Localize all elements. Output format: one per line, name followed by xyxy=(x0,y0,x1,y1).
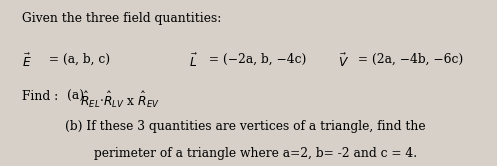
Text: perimeter of a triangle where a=2, b= -2 and c = 4.: perimeter of a triangle where a=2, b= -2… xyxy=(94,147,417,160)
Text: = (−2a, b, −4c): = (−2a, b, −4c) xyxy=(205,53,307,66)
Text: $\vec{L}$: $\vec{L}$ xyxy=(189,53,198,70)
Text: = (a, b, c): = (a, b, c) xyxy=(45,53,110,66)
Text: (a): (a) xyxy=(67,90,88,103)
Text: $\vec{E}$: $\vec{E}$ xyxy=(22,53,32,70)
Text: $\hat{R}_{EL}$·$\hat{R}_{LV}$ x $\hat{R}_{EV}$: $\hat{R}_{EL}$·$\hat{R}_{LV}$ x $\hat{R}… xyxy=(80,90,159,110)
Text: Given the three field quantities:: Given the three field quantities: xyxy=(22,12,222,25)
Text: = (2a, −4b, −6c): = (2a, −4b, −6c) xyxy=(354,53,464,66)
Text: (b) If these 3 quantities are vertices of a triangle, find the: (b) If these 3 quantities are vertices o… xyxy=(65,120,425,133)
Text: $\vec{V}$: $\vec{V}$ xyxy=(338,53,349,70)
Text: Find :: Find : xyxy=(22,90,59,103)
